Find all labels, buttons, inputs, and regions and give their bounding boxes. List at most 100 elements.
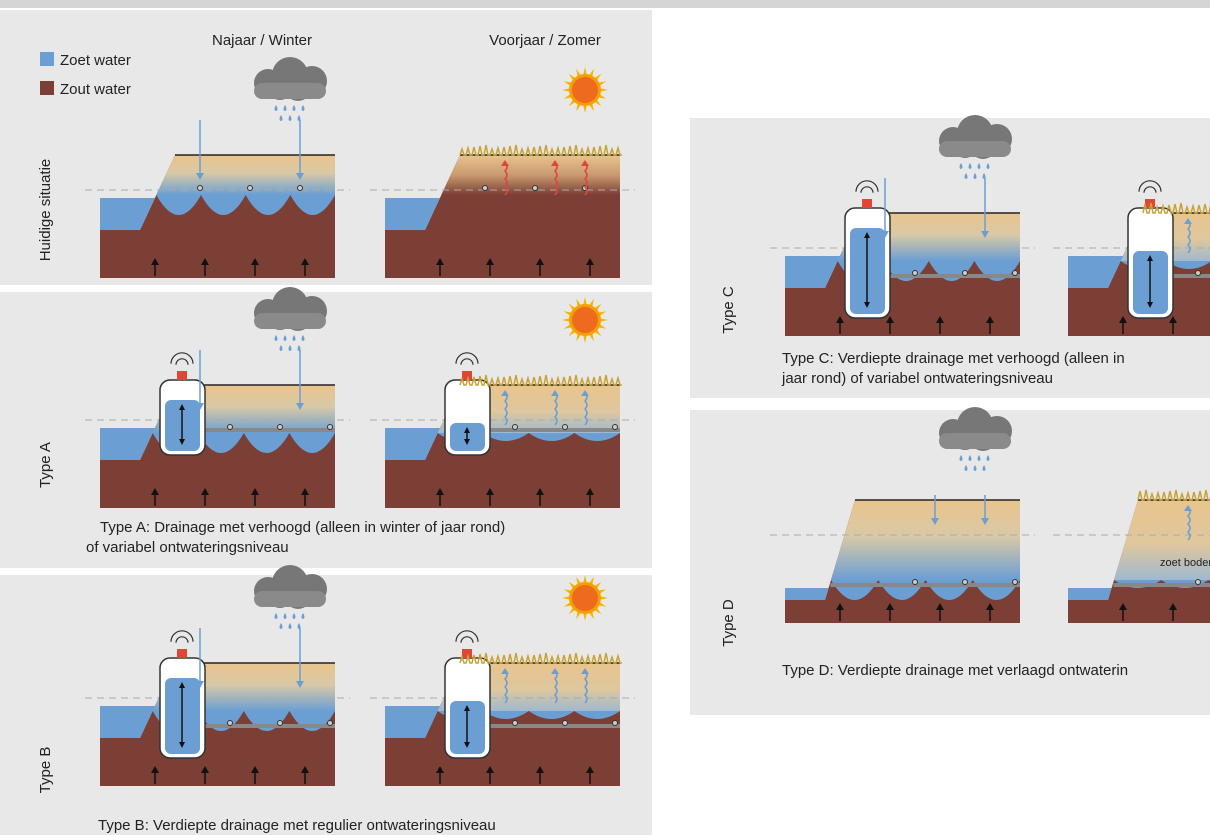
sun (562, 297, 608, 343)
arrow-head (986, 603, 994, 610)
arrow-head (931, 518, 939, 525)
arrow-head (1169, 316, 1177, 323)
ditch-water (385, 706, 440, 738)
wavy-arrow (1186, 220, 1191, 254)
arrow-head (581, 160, 589, 166)
signal (860, 186, 874, 193)
drain-pipe (490, 428, 620, 432)
arrow-head (301, 258, 309, 265)
ditch-water (100, 706, 155, 738)
crop (459, 374, 622, 386)
drain-pipe (490, 724, 620, 728)
signal (855, 180, 879, 192)
arrow-head (436, 488, 444, 495)
sensor (177, 371, 187, 380)
arrow-head (501, 668, 509, 674)
signal (170, 352, 194, 364)
rain-cloud (254, 57, 327, 121)
arrow-head (151, 258, 159, 265)
arrow-head (179, 742, 185, 748)
wavy-arrow (583, 392, 588, 426)
rain-cloud (254, 287, 327, 351)
ditch-water (100, 428, 155, 460)
drain-pipe (830, 583, 1020, 587)
raindrop (279, 115, 283, 121)
arrow-head (1119, 603, 1127, 610)
arrow-head (581, 390, 589, 396)
signal (175, 636, 189, 643)
topsoil (156, 155, 335, 195)
ditch-water (385, 198, 440, 230)
arrow-head (179, 682, 185, 688)
crop (1137, 489, 1210, 501)
raindrop (283, 105, 287, 111)
sun-ray (583, 334, 587, 343)
arrow-head (586, 258, 594, 265)
arrow-head (296, 681, 304, 688)
raindrop (292, 335, 296, 341)
sun (562, 67, 608, 113)
drain (227, 424, 233, 430)
arrow-head (501, 160, 509, 166)
column-header: Voorjaar / Zomer (489, 32, 601, 49)
raindrop (301, 335, 305, 341)
arrow-head (201, 258, 209, 265)
arrow-head (886, 316, 894, 323)
drain (1195, 270, 1201, 276)
signal (1138, 180, 1162, 192)
fresh-lens (156, 195, 335, 215)
arrow-head (1147, 255, 1153, 261)
arrow-head (881, 231, 889, 238)
row-label: Type A (37, 442, 54, 488)
cloud-base (254, 313, 326, 329)
sun-core (572, 307, 598, 333)
drain (512, 720, 518, 726)
caption: jaar rond) of variabel ontwateringsnivea… (781, 370, 1053, 387)
arrow-head (486, 488, 494, 495)
drain-pipe (1173, 274, 1210, 278)
arrow-head (464, 427, 470, 433)
sun-ray (583, 67, 587, 76)
arrow-head (464, 705, 470, 711)
raindrop (973, 173, 977, 179)
drain (297, 185, 303, 191)
raindrop (968, 163, 972, 169)
signal (455, 630, 479, 642)
raindrop (968, 455, 972, 461)
raindrop (973, 465, 977, 471)
raindrop (964, 465, 968, 471)
raindrop (959, 163, 963, 169)
wavy-arrow (503, 670, 508, 704)
arrow-head (296, 173, 304, 180)
raindrop (274, 105, 278, 111)
ditch-water (100, 198, 155, 230)
crop (1142, 202, 1210, 214)
wavy-arrow (553, 162, 558, 196)
arrow-head (551, 668, 559, 674)
signal (460, 636, 474, 643)
rain-cloud (939, 407, 1012, 471)
wavy-arrow (503, 162, 508, 196)
wavy-arrow (503, 392, 508, 426)
row-label: Type C (720, 286, 737, 334)
caption: of variabel ontwateringsniveau (86, 539, 289, 556)
arrow-head (151, 488, 159, 495)
crop (459, 144, 622, 156)
raindrop (977, 455, 981, 461)
wavy-arrow (553, 392, 558, 426)
drain (197, 185, 203, 191)
arrow-head (936, 603, 944, 610)
sensor (462, 371, 472, 380)
ditch-water (785, 256, 840, 288)
caption: Type B: Verdiepte drainage met regulier … (98, 817, 496, 834)
arrow-head (196, 681, 204, 688)
arrow-head (301, 488, 309, 495)
raindrop (986, 163, 990, 169)
arrow-head (1184, 505, 1192, 511)
sun-ray (562, 596, 571, 600)
arrow-head (464, 439, 470, 445)
sun (562, 575, 608, 621)
arrow-head (196, 403, 204, 410)
drain (612, 424, 618, 430)
